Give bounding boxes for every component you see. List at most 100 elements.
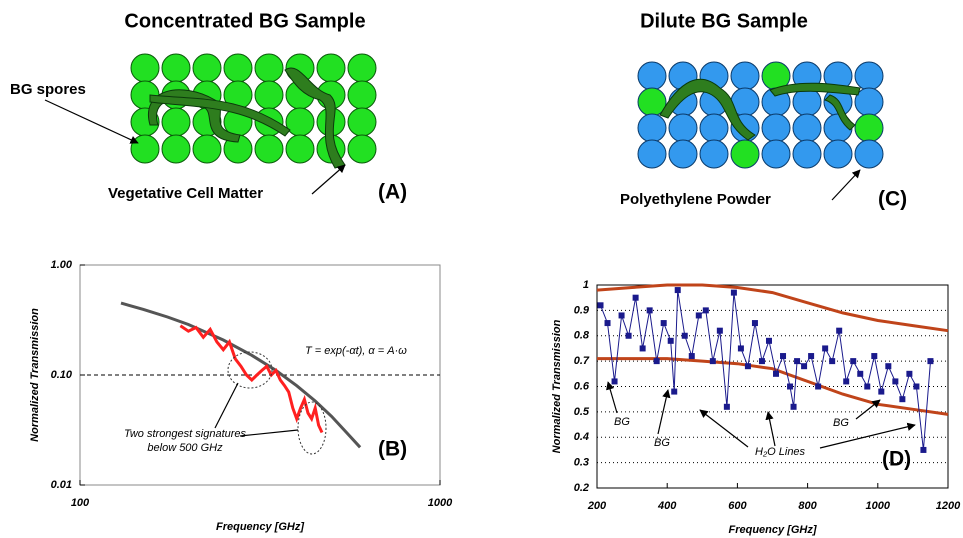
arrow [606,381,618,414]
data-point [836,327,843,334]
data-point [611,378,618,385]
data-point [864,383,871,390]
x-axis-label: Frequency [GHz] [728,524,816,536]
data-point [671,388,678,395]
data-point [660,320,667,327]
particle [637,61,667,91]
data-point [920,446,927,453]
data-point [646,307,653,314]
x-tick-label: 600 [728,500,747,512]
particle [792,113,822,143]
data-point [822,345,829,352]
panel-label: (B) [378,438,407,461]
particle [761,113,791,143]
diagram-title: Concentrated BG Sample [124,10,365,32]
data-point [716,327,723,334]
data-point [765,337,772,344]
x-tick-label: 100 [71,497,90,509]
spore [347,80,377,110]
vegetative-matter [769,82,861,97]
diagram-dilute [637,61,884,169]
data-point [681,332,688,339]
spore [285,107,315,137]
y-axis-label: Normalized Transmission [551,319,563,453]
diagram-label: Vegetative Cell Matter [108,185,263,202]
spore [254,134,284,164]
y-tick-label: 0.5 [574,406,590,418]
y-tick-label: 0.01 [51,479,72,491]
particle [854,113,884,143]
arrow [855,399,881,420]
particle [854,139,884,169]
data-point [885,363,892,370]
annotation: BG [614,416,630,428]
data-point [871,353,878,360]
particle [854,61,884,91]
diagram-concentrated [130,53,377,169]
y-tick-label: 0.8 [574,330,590,342]
particle [699,139,729,169]
y-tick-label: 1.00 [51,259,73,271]
data-point [794,358,801,365]
arrow [657,389,671,435]
x-tick-label: 800 [798,500,817,512]
y-tick-label: 0.2 [574,482,589,494]
y-axis-label: Normalized Transmission [29,308,41,442]
spore [161,134,191,164]
annotation: H₂O Lines [755,446,806,458]
x-tick-label: 1000 [866,500,891,512]
spore [130,53,160,83]
x-tick-label: 400 [657,500,677,512]
particle [699,113,729,143]
highlight [297,401,327,455]
spore [347,107,377,137]
leader [239,429,299,437]
annotation: BG [833,417,849,429]
data-point [632,294,639,301]
data-point [790,403,797,410]
particle [668,113,698,143]
spore [192,134,222,164]
y-tick-label: 0.10 [51,369,73,381]
y-tick-label: 0.4 [574,431,589,443]
data-point [597,302,604,309]
data-point [857,370,864,377]
data-point [815,383,822,390]
series-line [600,290,931,450]
series-line [596,283,949,333]
vegetative-matter [659,78,756,141]
particle [637,139,667,169]
particle [823,139,853,169]
x-tick-label: 200 [587,500,607,512]
x-tick-label: 1200 [936,500,961,512]
data-point [744,363,751,370]
data-point [913,383,920,390]
particle [637,113,667,143]
diagram-title: Dilute BG Sample [640,10,808,32]
particle [668,139,698,169]
data-point [843,378,850,385]
data-point [850,358,857,365]
data-point [758,358,765,365]
vegetative-matter [149,94,291,137]
data-point [730,289,737,296]
data-point [653,358,660,365]
vegetative-matter [824,94,856,131]
diagram-label: BG spores [10,81,86,98]
series-line [179,324,324,434]
y-tick-label: 0.6 [574,380,590,392]
arrow [765,411,776,447]
annotation: below 500 GHz [147,442,223,454]
data-point [801,363,808,370]
arrow [699,409,749,448]
series-line [120,301,362,449]
data-point [702,307,709,314]
particle [730,61,760,91]
data-point [927,358,934,365]
y-tick-label: 0.3 [574,457,589,469]
spore [223,53,253,83]
data-point [878,388,885,395]
arrow [819,422,916,449]
y-tick-label: 0.7 [574,355,590,367]
